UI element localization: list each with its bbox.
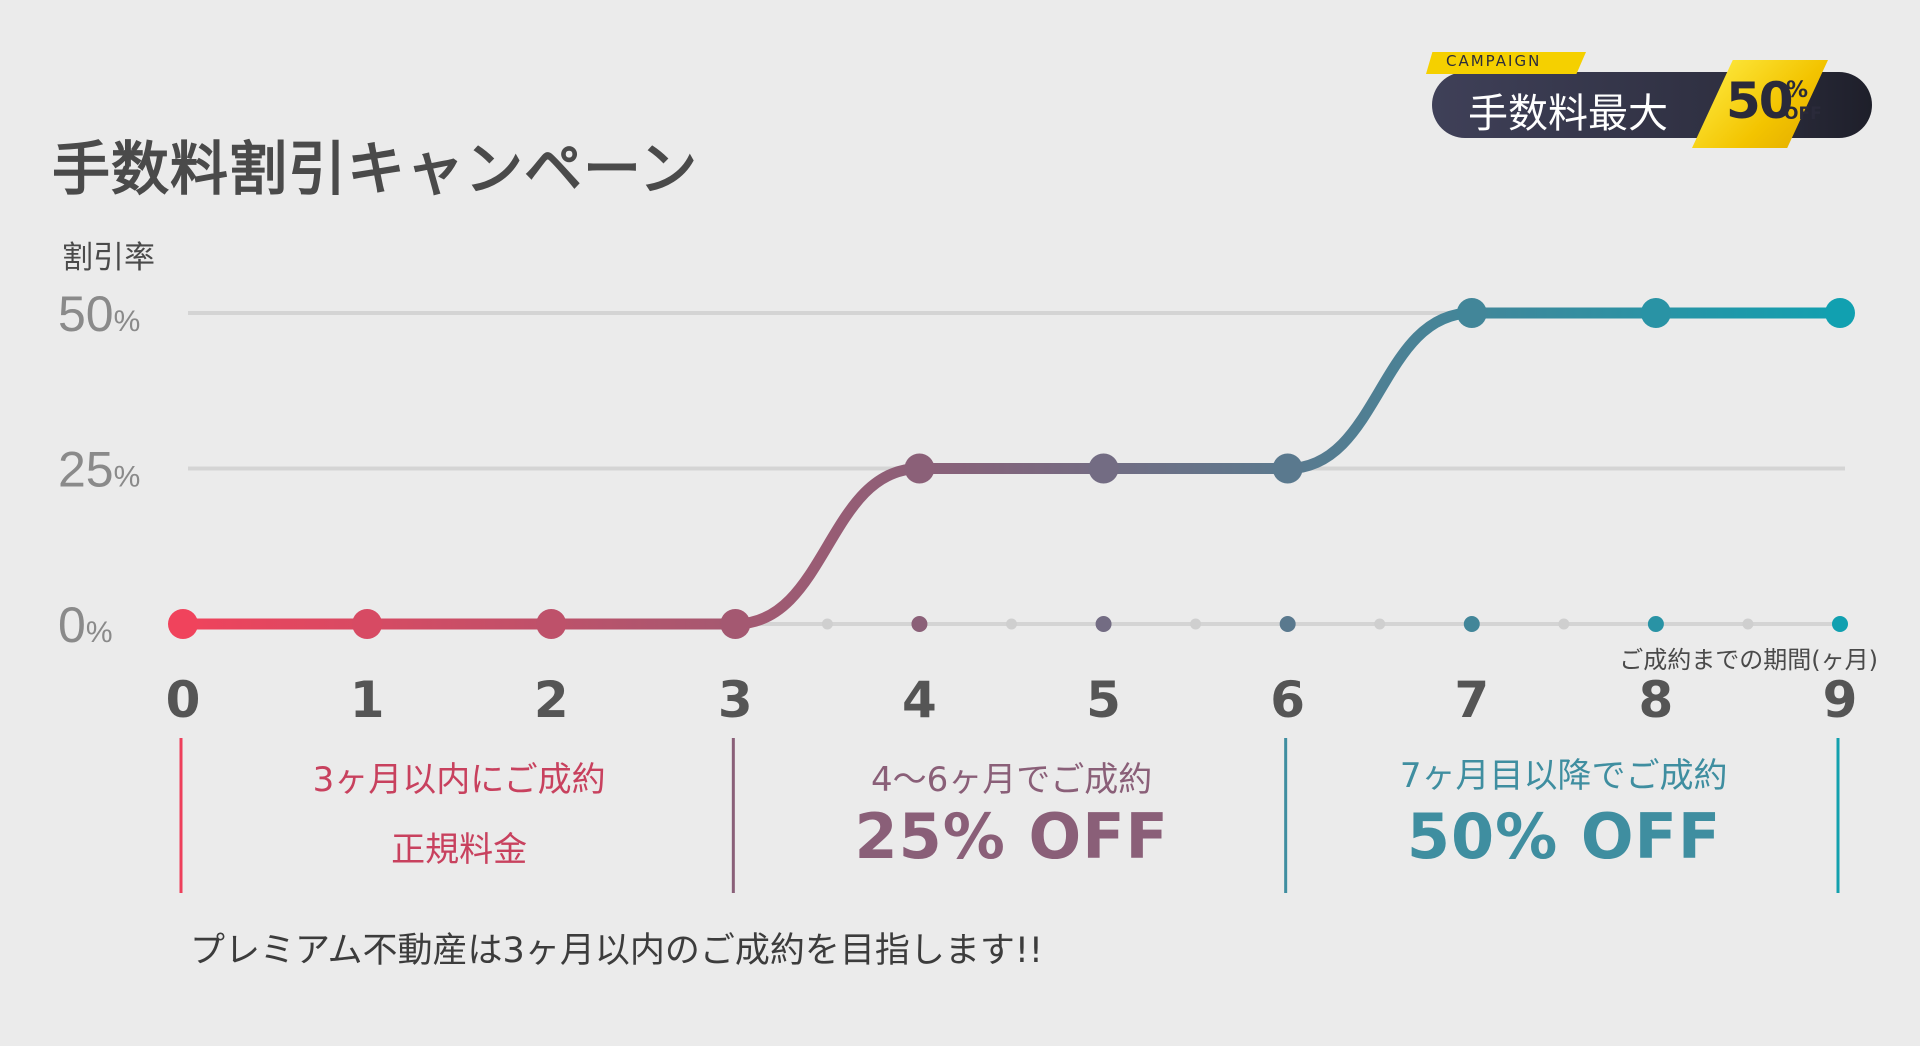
- tier-1-condition: 3ヶ月以内にご成約: [312, 760, 606, 800]
- data-point-2: [536, 609, 567, 639]
- x-tick-label-4: 4: [902, 671, 937, 729]
- badge-text: 手数料最大: [1468, 91, 1668, 137]
- footer-note: プレミアム不動産は3ヶ月以内のご成約を目指します!!: [190, 931, 1043, 971]
- badge-value: 50: [1726, 72, 1794, 130]
- data-point-6: [1272, 453, 1303, 484]
- baseline-dot: [1095, 616, 1112, 632]
- badge-percent: %: [1786, 78, 1809, 103]
- x-tick-label-8: 8: [1638, 671, 1673, 729]
- tier-3-condition: 7ヶ月目以降でご成約: [1399, 756, 1728, 796]
- baseline-dot: [911, 616, 928, 632]
- x-tick-label-2: 2: [534, 671, 569, 729]
- x-tick-label-0: 0: [166, 671, 201, 729]
- x-tick-label-1: 1: [350, 671, 385, 729]
- baseline-dot: [1374, 618, 1386, 630]
- x-tick-label-6: 6: [1270, 671, 1305, 729]
- baseline-dot: [1832, 616, 1848, 632]
- page-title: 手数料割引キャンペーン: [52, 135, 699, 203]
- baseline-dot: [821, 618, 833, 630]
- x-tick-label-7: 7: [1454, 671, 1489, 729]
- y-tick-label-50: 50%: [58, 286, 140, 342]
- baseline-dot: [1279, 616, 1296, 632]
- x-tick-label-5: 5: [1086, 671, 1121, 729]
- campaign-badge: CAMPAIGN 手数料最大 50 % OFF: [1420, 50, 1880, 150]
- tier-2-condition: 4〜6ヶ月でご成約: [871, 760, 1153, 800]
- baseline-dot: [1006, 618, 1017, 630]
- tier-3-rate: 50% OFF: [1406, 800, 1722, 873]
- data-point-1: [352, 609, 383, 639]
- baseline-dot: [1463, 616, 1480, 632]
- baseline-dot: [1558, 618, 1570, 630]
- data-point-5: [1088, 453, 1119, 484]
- y-axis-label: 割引率: [62, 240, 155, 276]
- baseline-dot: [1742, 618, 1754, 630]
- y-tick-label-25: 25%: [58, 442, 140, 498]
- data-point-8: [1640, 298, 1671, 328]
- tier-2-rate: 25% OFF: [854, 800, 1169, 873]
- x-axis-label: ご成約までの期間(ヶ月): [1619, 646, 1878, 674]
- data-point-3: [720, 609, 751, 639]
- badge-off: OFF: [1784, 104, 1822, 124]
- data-point-0: [168, 609, 198, 639]
- x-tick-label-9: 9: [1823, 671, 1858, 729]
- y-tick-label-0: 0%: [58, 597, 113, 653]
- tier-1-rate: 正規料金: [391, 830, 528, 870]
- series-line: [177, 307, 1846, 630]
- data-point-9: [1825, 298, 1855, 328]
- badge-tag-text: CAMPAIGN: [1446, 52, 1542, 70]
- baseline-dot: [1647, 616, 1664, 632]
- data-point-7: [1456, 298, 1487, 328]
- badge-tag: [1426, 52, 1586, 74]
- x-tick-label-3: 3: [718, 671, 753, 729]
- baseline-dot: [1190, 618, 1202, 630]
- data-point-4: [904, 453, 935, 484]
